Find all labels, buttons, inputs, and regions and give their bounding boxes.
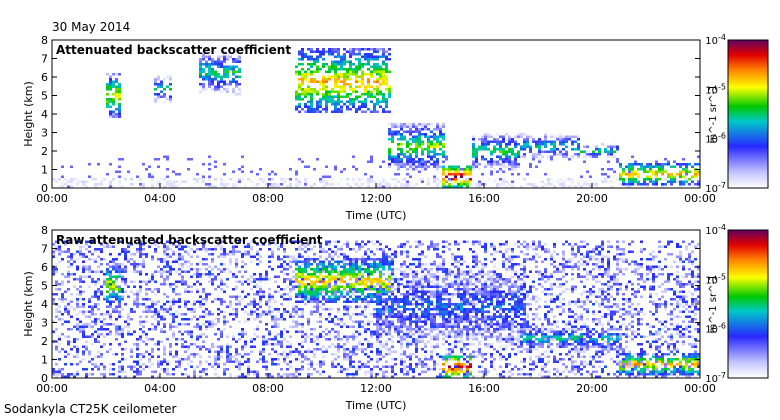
y-tick-label: 6 — [41, 261, 48, 274]
x-tick-label: 12:00 — [360, 382, 392, 395]
y-tick-label: 1 — [41, 164, 48, 177]
y-tick-label: 4 — [41, 298, 48, 311]
y-tick-label: 1 — [41, 354, 48, 367]
x-tick-label: 00:00 — [684, 382, 716, 395]
x-tick-label: 08:00 — [252, 382, 284, 395]
y-tick-label: 6 — [41, 71, 48, 84]
y-tick-label: 3 — [41, 127, 48, 140]
y-tick-label: 8 — [41, 34, 48, 47]
y-tick-label: 4 — [41, 108, 48, 121]
y-tick-label: 5 — [41, 90, 48, 103]
y-tick-label: 2 — [41, 335, 48, 348]
x-tick-label: 12:00 — [360, 192, 392, 205]
x-axis-label: Time (UTC) — [345, 209, 407, 222]
y-tick-label: 0 — [41, 372, 48, 385]
x-tick-label: 00:00 — [684, 192, 716, 205]
panel-title: Attenuated backscatter coefficient — [56, 43, 291, 57]
x-tick-label: 16:00 — [468, 382, 500, 395]
x-tick-label: 08:00 — [252, 192, 284, 205]
heatmap-cells — [52, 48, 700, 188]
y-axis-label: Height (km) — [22, 81, 35, 147]
x-tick-label: 04:00 — [144, 382, 176, 395]
panel-title: Raw attenuated backscatter coefficient — [56, 233, 323, 247]
colorbar-fill — [727, 229, 769, 379]
heatmap-cells — [52, 240, 700, 378]
colorbar-units: m^-1 sr^-1 — [708, 275, 719, 334]
x-tick-label: 00:00 — [36, 382, 68, 395]
x-tick-label: 04:00 — [144, 192, 176, 205]
colorbar-tick-label: 10-7 — [705, 371, 726, 385]
y-tick-label: 7 — [41, 53, 48, 66]
panel-1: 0 1 2 3 4 5 6 7 8 00:00 04:00 08:00 12:00 16:00 20:00 0… — [22, 33, 769, 222]
colorbar: 10-710-610-510-4m^-1 sr^-1 — [705, 223, 769, 385]
y-tick-label: 3 — [41, 317, 48, 330]
colorbar: 10-710-610-510-4m^-1 sr^-1 — [705, 33, 769, 195]
x-tick-label: 20:00 — [576, 382, 608, 395]
date-label: 30 May 2014 — [52, 20, 131, 34]
y-tick-label: 7 — [41, 243, 48, 256]
y-tick-label: 0 — [41, 182, 48, 195]
colorbar-tick-label: 10-7 — [705, 181, 726, 195]
instrument-footer: Sodankyla CT25K ceilometer — [4, 402, 177, 416]
colorbar-units: m^-1 sr^-1 — [708, 85, 719, 144]
x-axis-label: Time (UTC) — [345, 399, 407, 412]
colorbar-tick-label: 10-4 — [705, 33, 726, 47]
y-axis-label: Height (km) — [22, 271, 35, 337]
y-tick-label: 5 — [41, 280, 48, 293]
y-tick-label: 8 — [41, 224, 48, 237]
x-tick-label: 20:00 — [576, 192, 608, 205]
x-tick-label: 16:00 — [468, 192, 500, 205]
panel-2: 0 1 2 3 4 5 6 7 8 00:00 04:00 08:00 12:00 16:00 20:00 0… — [22, 223, 769, 412]
y-tick-label: 2 — [41, 145, 48, 158]
x-tick-label: 00:00 — [36, 192, 68, 205]
colorbar-fill — [727, 39, 769, 189]
colorbar-tick-label: 10-4 — [705, 223, 726, 237]
